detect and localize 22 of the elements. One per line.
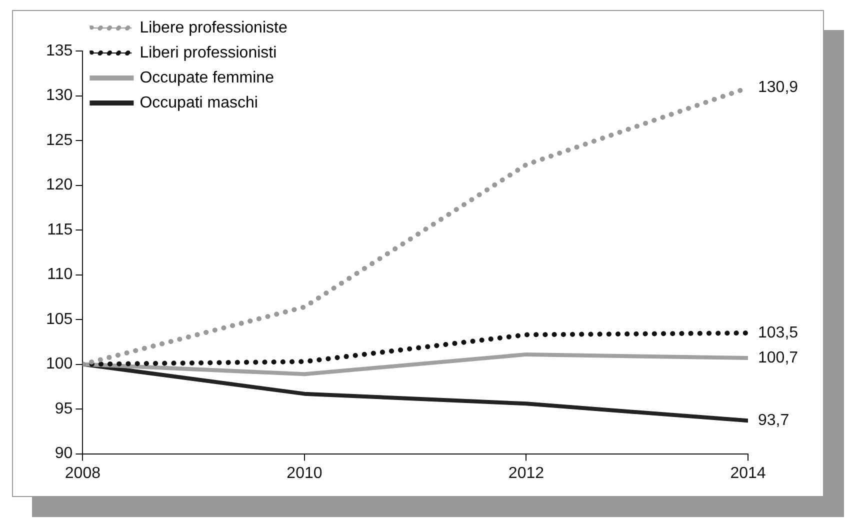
- y-tick-label: 100: [46, 356, 73, 373]
- x-tick-label: 2014: [730, 464, 766, 482]
- y-tick-label: 110: [47, 266, 73, 284]
- y-tick-label: 105: [46, 310, 73, 328]
- legend-label: Occupati maschi: [140, 94, 258, 112]
- data-label: 130,9: [758, 79, 798, 96]
- y-tick-label: 120: [46, 176, 73, 194]
- y-tick-label: 95: [54, 400, 73, 418]
- y-tick-label: 115: [47, 221, 73, 238]
- y-tick-label: 130: [46, 87, 73, 104]
- y-tick-label: 90: [54, 445, 73, 462]
- y-tick-label: 135: [46, 42, 73, 60]
- data-label: 93,7: [758, 412, 790, 430]
- x-tick-label: 2010: [286, 464, 322, 482]
- x-tick-label: 2012: [508, 464, 544, 482]
- data-label: 103,5: [758, 324, 798, 342]
- data-label: 100,7: [758, 349, 798, 366]
- legend-label: Occupate femmine: [140, 69, 274, 86]
- y-tick-label: 125: [46, 132, 73, 149]
- x-tick-label: 2008: [64, 464, 101, 482]
- legend-label: Libere professioniste: [140, 19, 288, 36]
- legend-label: Liberi professionisti: [140, 44, 277, 62]
